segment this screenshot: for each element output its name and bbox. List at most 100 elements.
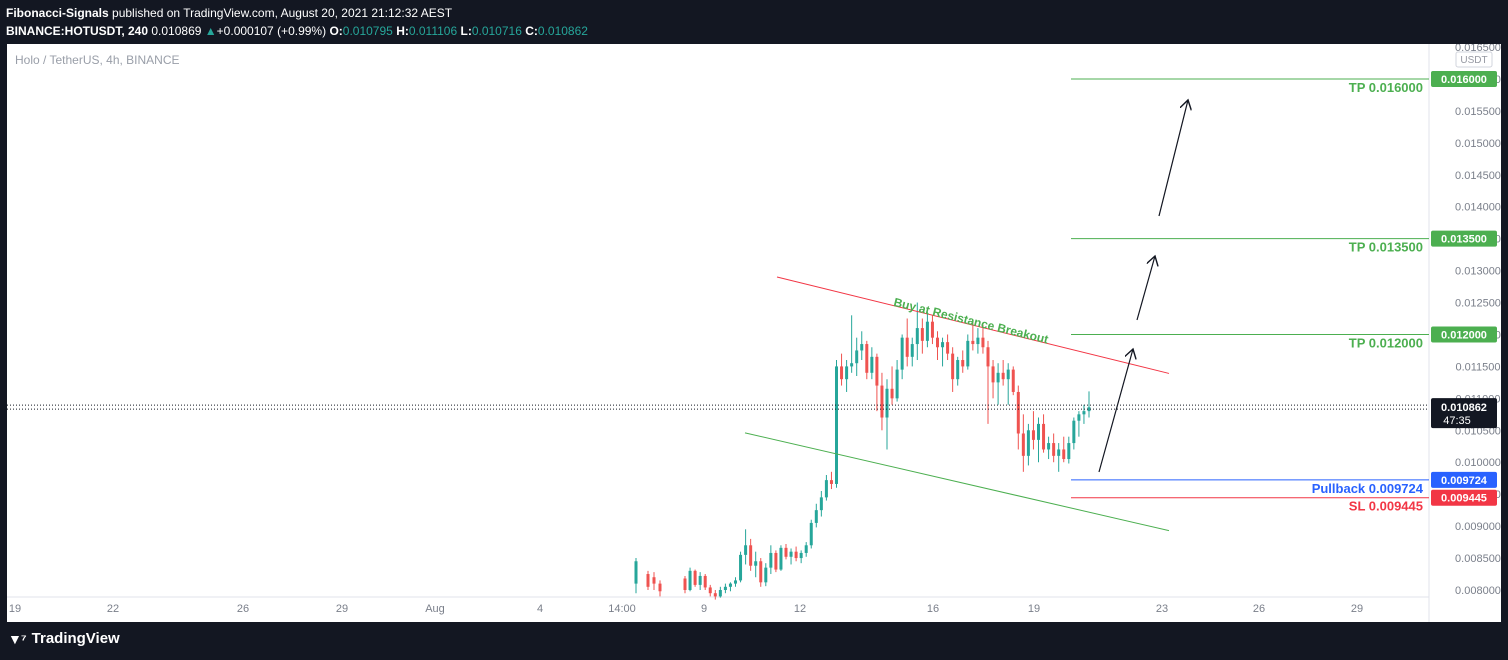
candle-body bbox=[1016, 391, 1020, 434]
candle-body bbox=[804, 545, 808, 553]
published-text: published on TradingView.com, August 20,… bbox=[112, 6, 453, 20]
y-tick-label: 0.008000 bbox=[1455, 585, 1501, 597]
candle-body bbox=[784, 547, 788, 557]
candle-body bbox=[885, 388, 889, 418]
level-badge bbox=[1431, 471, 1497, 488]
level-label: SL 0.009445 bbox=[1349, 499, 1423, 514]
candle-body bbox=[956, 360, 960, 380]
y-tick-label: 0.016500 bbox=[1455, 44, 1501, 54]
candle-body bbox=[1082, 411, 1086, 415]
candle-body bbox=[966, 340, 970, 367]
low-label: L: bbox=[460, 24, 472, 38]
y-tick-label: 0.015500 bbox=[1455, 106, 1501, 118]
candle-body bbox=[764, 567, 768, 583]
tradingview-footer: ▼⁷ TradingView bbox=[8, 630, 120, 647]
candle-body bbox=[905, 337, 909, 357]
candle-body bbox=[986, 347, 990, 367]
level-label: TP 0.016000 bbox=[1349, 80, 1423, 95]
y-tick-label: 0.014500 bbox=[1455, 170, 1501, 182]
up-arrow-icon: ▲ bbox=[204, 24, 217, 38]
price-chart[interactable]: 0.016500 0.016000 0.015500 0.015000 0.014500… bbox=[7, 44, 1501, 622]
publisher-name[interactable]: Fibonacci-Signals bbox=[6, 6, 109, 20]
y-tick-label: 0.012500 bbox=[1455, 298, 1501, 310]
candle-body bbox=[718, 590, 722, 597]
level-badge-text: 0.009445 bbox=[1441, 493, 1487, 505]
x-tick-label: 12 bbox=[794, 603, 806, 615]
publisher-line: Fibonacci-Signals published on TradingVi… bbox=[6, 4, 588, 22]
chart-area[interactable]: 0.016500 0.016000 0.015500 0.015000 0.014500… bbox=[7, 44, 1501, 622]
high-label: H: bbox=[396, 24, 409, 38]
candle-body bbox=[708, 587, 712, 594]
x-tick-label: 19 bbox=[9, 603, 21, 615]
candle-body bbox=[865, 344, 869, 373]
candle-body bbox=[1047, 443, 1051, 450]
candle-body bbox=[819, 497, 823, 511]
candle-body bbox=[900, 337, 904, 370]
candle-body bbox=[976, 337, 980, 345]
candle-body bbox=[789, 551, 793, 557]
publish-header: Fibonacci-Signals published on TradingVi… bbox=[6, 4, 588, 40]
candle-body bbox=[634, 561, 638, 584]
candle-body bbox=[652, 577, 656, 584]
candle-body bbox=[794, 551, 798, 559]
candle-body bbox=[930, 321, 934, 338]
candle-body bbox=[769, 552, 773, 568]
high-value: 0.011106 bbox=[408, 24, 458, 38]
projection-arrow bbox=[1136, 256, 1155, 321]
x-tick-label: 9 bbox=[701, 603, 707, 615]
y-tick-label: 0.010500 bbox=[1455, 425, 1501, 437]
candle-body bbox=[703, 575, 707, 588]
candle-body bbox=[723, 586, 727, 590]
ohlc-line: BINANCE:HOTUSDT, 240 0.010869 ▲+0.000107… bbox=[6, 22, 588, 40]
candle-body bbox=[693, 570, 697, 585]
candle-body bbox=[1037, 423, 1040, 440]
candle-body bbox=[870, 356, 874, 373]
tradingview-logo-icon: ▼⁷ bbox=[8, 630, 27, 647]
x-tick-label: 22 bbox=[107, 603, 119, 615]
candle-body bbox=[915, 328, 919, 345]
candle-body bbox=[1052, 443, 1056, 456]
candle-body bbox=[658, 583, 662, 592]
candle-body bbox=[749, 545, 753, 566]
current-price-badge bbox=[1431, 398, 1497, 429]
candle-body bbox=[824, 480, 828, 498]
candle-body bbox=[713, 593, 717, 597]
last-price: 0.010869 bbox=[151, 24, 202, 38]
x-tick-label: 19 bbox=[1028, 603, 1040, 615]
candle-body bbox=[683, 578, 687, 590]
candle-body bbox=[890, 388, 894, 399]
x-tick-label: 23 bbox=[1156, 603, 1168, 615]
level-label: Pullback 0.009724 bbox=[1312, 481, 1424, 496]
candle-body bbox=[951, 353, 955, 380]
support-line bbox=[744, 432, 1170, 532]
level-badge-text: 0.016000 bbox=[1441, 74, 1487, 86]
y-tick-label: 0.015000 bbox=[1455, 138, 1501, 150]
candle-body bbox=[1021, 433, 1025, 456]
candle-body bbox=[850, 363, 854, 367]
candle-body bbox=[829, 480, 833, 484]
x-tick-label: 26 bbox=[237, 603, 249, 615]
candle-body bbox=[728, 583, 732, 587]
y-tick-label: 0.013000 bbox=[1455, 266, 1501, 278]
candle-body bbox=[936, 337, 939, 348]
candle-body bbox=[1087, 407, 1091, 412]
x-tick-label: 14:00 bbox=[608, 603, 636, 615]
x-tick-label: Aug bbox=[425, 603, 445, 615]
candle-body bbox=[1006, 369, 1010, 380]
y-tick-label: 0.008500 bbox=[1455, 553, 1501, 565]
level-badge-text: 0.013500 bbox=[1441, 234, 1487, 246]
close-label: C: bbox=[525, 24, 538, 38]
candle-body bbox=[971, 340, 975, 345]
candle-body bbox=[925, 321, 929, 341]
change-value: +0.000107 (+0.99%) bbox=[216, 24, 327, 38]
candle-body bbox=[875, 356, 879, 386]
y-tick-label: 0.011500 bbox=[1455, 361, 1500, 373]
candle-body bbox=[814, 510, 818, 523]
candle-body bbox=[895, 369, 899, 399]
candle-body bbox=[1072, 420, 1076, 444]
open-value: 0.010795 bbox=[342, 24, 393, 38]
open-label: O: bbox=[329, 24, 343, 38]
candle-body bbox=[809, 522, 813, 546]
resistance-line bbox=[776, 276, 1170, 374]
candle-body bbox=[759, 561, 763, 583]
